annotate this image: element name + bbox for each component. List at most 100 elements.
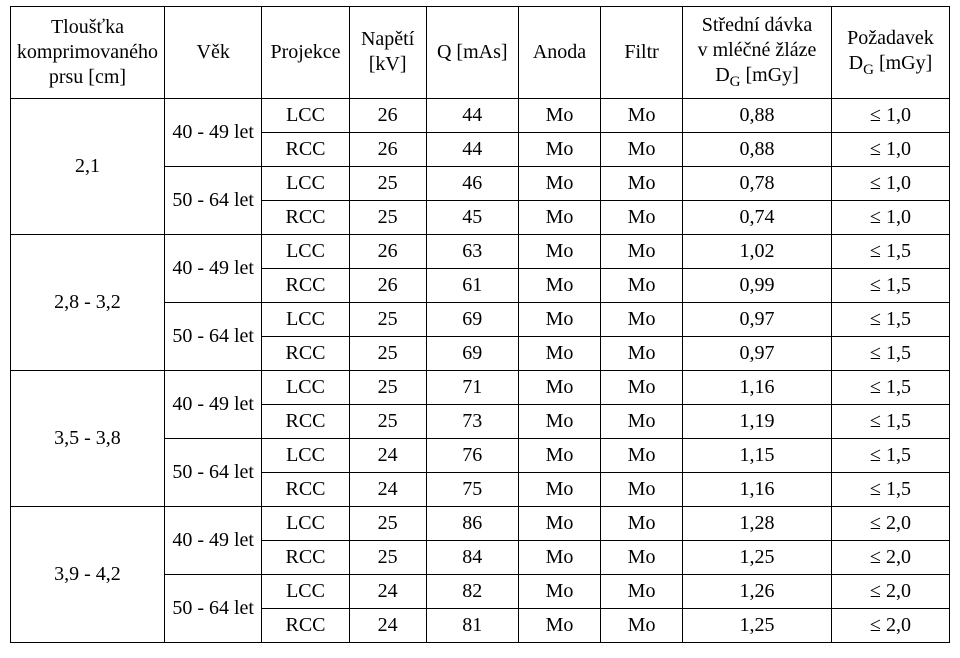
cell-filter: Mo [601,234,683,268]
cell-requirement: ≤ 1,0 [831,98,949,132]
table-row: 3,5 - 3,840 - 49 letLCC2571MoMo1,16≤ 1,5 [11,370,950,404]
cell-anode: Mo [518,438,600,472]
dose-line2: v mléčné žláze [698,39,817,61]
cell-filter: Mo [601,370,683,404]
cell-projection: LCC [262,574,349,608]
cell-projection: LCC [262,438,349,472]
cell-dose: 1,15 [683,438,832,472]
col-projection: Projekce [262,7,349,99]
cell-thickness: 3,9 - 4,2 [11,506,165,642]
cell-kv: 25 [349,200,426,234]
cell-anode: Mo [518,574,600,608]
cell-requirement: ≤ 1,0 [831,132,949,166]
cell-kv: 26 [349,132,426,166]
cell-filter: Mo [601,472,683,506]
cell-mas: 84 [426,540,518,574]
col-age: Věk [164,7,261,99]
cell-mas: 82 [426,574,518,608]
cell-projection: RCC [262,540,349,574]
cell-mas: 63 [426,234,518,268]
cell-mas: 81 [426,608,518,642]
cell-kv: 24 [349,574,426,608]
dose-line3-pre: D [715,64,729,86]
cell-projection: RCC [262,404,349,438]
req-line1: Požadavek [847,27,934,49]
cell-filter: Mo [601,574,683,608]
cell-age: 50 - 64 let [164,438,261,506]
cell-requirement: ≤ 1,0 [831,166,949,200]
cell-anode: Mo [518,608,600,642]
table-row: 3,9 - 4,240 - 49 letLCC2586MoMo1,28≤ 2,0 [11,506,950,540]
cell-dose: 0,97 [683,336,832,370]
cell-age: 50 - 64 let [164,574,261,642]
table-header-row: Tloušťka komprimovaného prsu [cm] Věk Pr… [11,7,950,99]
cell-filter: Mo [601,540,683,574]
cell-kv: 26 [349,268,426,302]
cell-kv: 25 [349,370,426,404]
cell-age: 50 - 64 let [164,166,261,234]
cell-kv: 25 [349,336,426,370]
cell-anode: Mo [518,234,600,268]
cell-filter: Mo [601,132,683,166]
cell-anode: Mo [518,336,600,370]
col-voltage: Napětí [kV] [349,7,426,99]
cell-dose: 1,16 [683,472,832,506]
cell-anode: Mo [518,472,600,506]
cell-filter: Mo [601,608,683,642]
cell-kv: 24 [349,608,426,642]
cell-anode: Mo [518,200,600,234]
cell-mas: 75 [426,472,518,506]
cell-requirement: ≤ 2,0 [831,540,949,574]
cell-dose: 1,19 [683,404,832,438]
dose-line1: Střední dávka [702,14,813,36]
cell-kv: 25 [349,166,426,200]
cell-age: 40 - 49 let [164,98,261,166]
cell-mas: 76 [426,438,518,472]
cell-mas: 46 [426,166,518,200]
cell-projection: RCC [262,268,349,302]
req-line2-pre: D [849,52,863,74]
cell-dose: 0,78 [683,166,832,200]
col-mas: Q [mAs] [426,7,518,99]
cell-filter: Mo [601,506,683,540]
cell-anode: Mo [518,132,600,166]
cell-anode: Mo [518,302,600,336]
cell-mas: 69 [426,302,518,336]
cell-anode: Mo [518,540,600,574]
table-body: 2,140 - 49 letLCC2644MoMo0,88≤ 1,0RCC264… [11,98,950,642]
cell-requirement: ≤ 1,5 [831,234,949,268]
cell-projection: RCC [262,132,349,166]
cell-requirement: ≤ 1,5 [831,438,949,472]
cell-anode: Mo [518,404,600,438]
cell-filter: Mo [601,438,683,472]
cell-projection: LCC [262,166,349,200]
cell-kv: 26 [349,98,426,132]
dose-line3-post: [mGy] [741,64,799,86]
cell-dose: 1,26 [683,574,832,608]
cell-projection: RCC [262,200,349,234]
cell-kv: 25 [349,404,426,438]
cell-projection: LCC [262,506,349,540]
cell-requirement: ≤ 1,5 [831,404,949,438]
cell-requirement: ≤ 1,0 [831,200,949,234]
cell-mas: 73 [426,404,518,438]
cell-kv: 24 [349,438,426,472]
cell-dose: 1,25 [683,540,832,574]
col-anode: Anoda [518,7,600,99]
table-row: 2,140 - 49 letLCC2644MoMo0,88≤ 1,0 [11,98,950,132]
cell-projection: RCC [262,608,349,642]
cell-filter: Mo [601,98,683,132]
cell-projection: LCC [262,370,349,404]
cell-requirement: ≤ 2,0 [831,574,949,608]
cell-thickness: 3,5 - 3,8 [11,370,165,506]
cell-dose: 1,16 [683,370,832,404]
cell-anode: Mo [518,506,600,540]
req-line2-sub: G [863,62,874,78]
cell-filter: Mo [601,336,683,370]
col-requirement: Požadavek DG [mGy] [831,7,949,99]
cell-dose: 0,88 [683,98,832,132]
cell-requirement: ≤ 2,0 [831,608,949,642]
cell-kv: 26 [349,234,426,268]
cell-dose: 0,99 [683,268,832,302]
cell-mas: 61 [426,268,518,302]
